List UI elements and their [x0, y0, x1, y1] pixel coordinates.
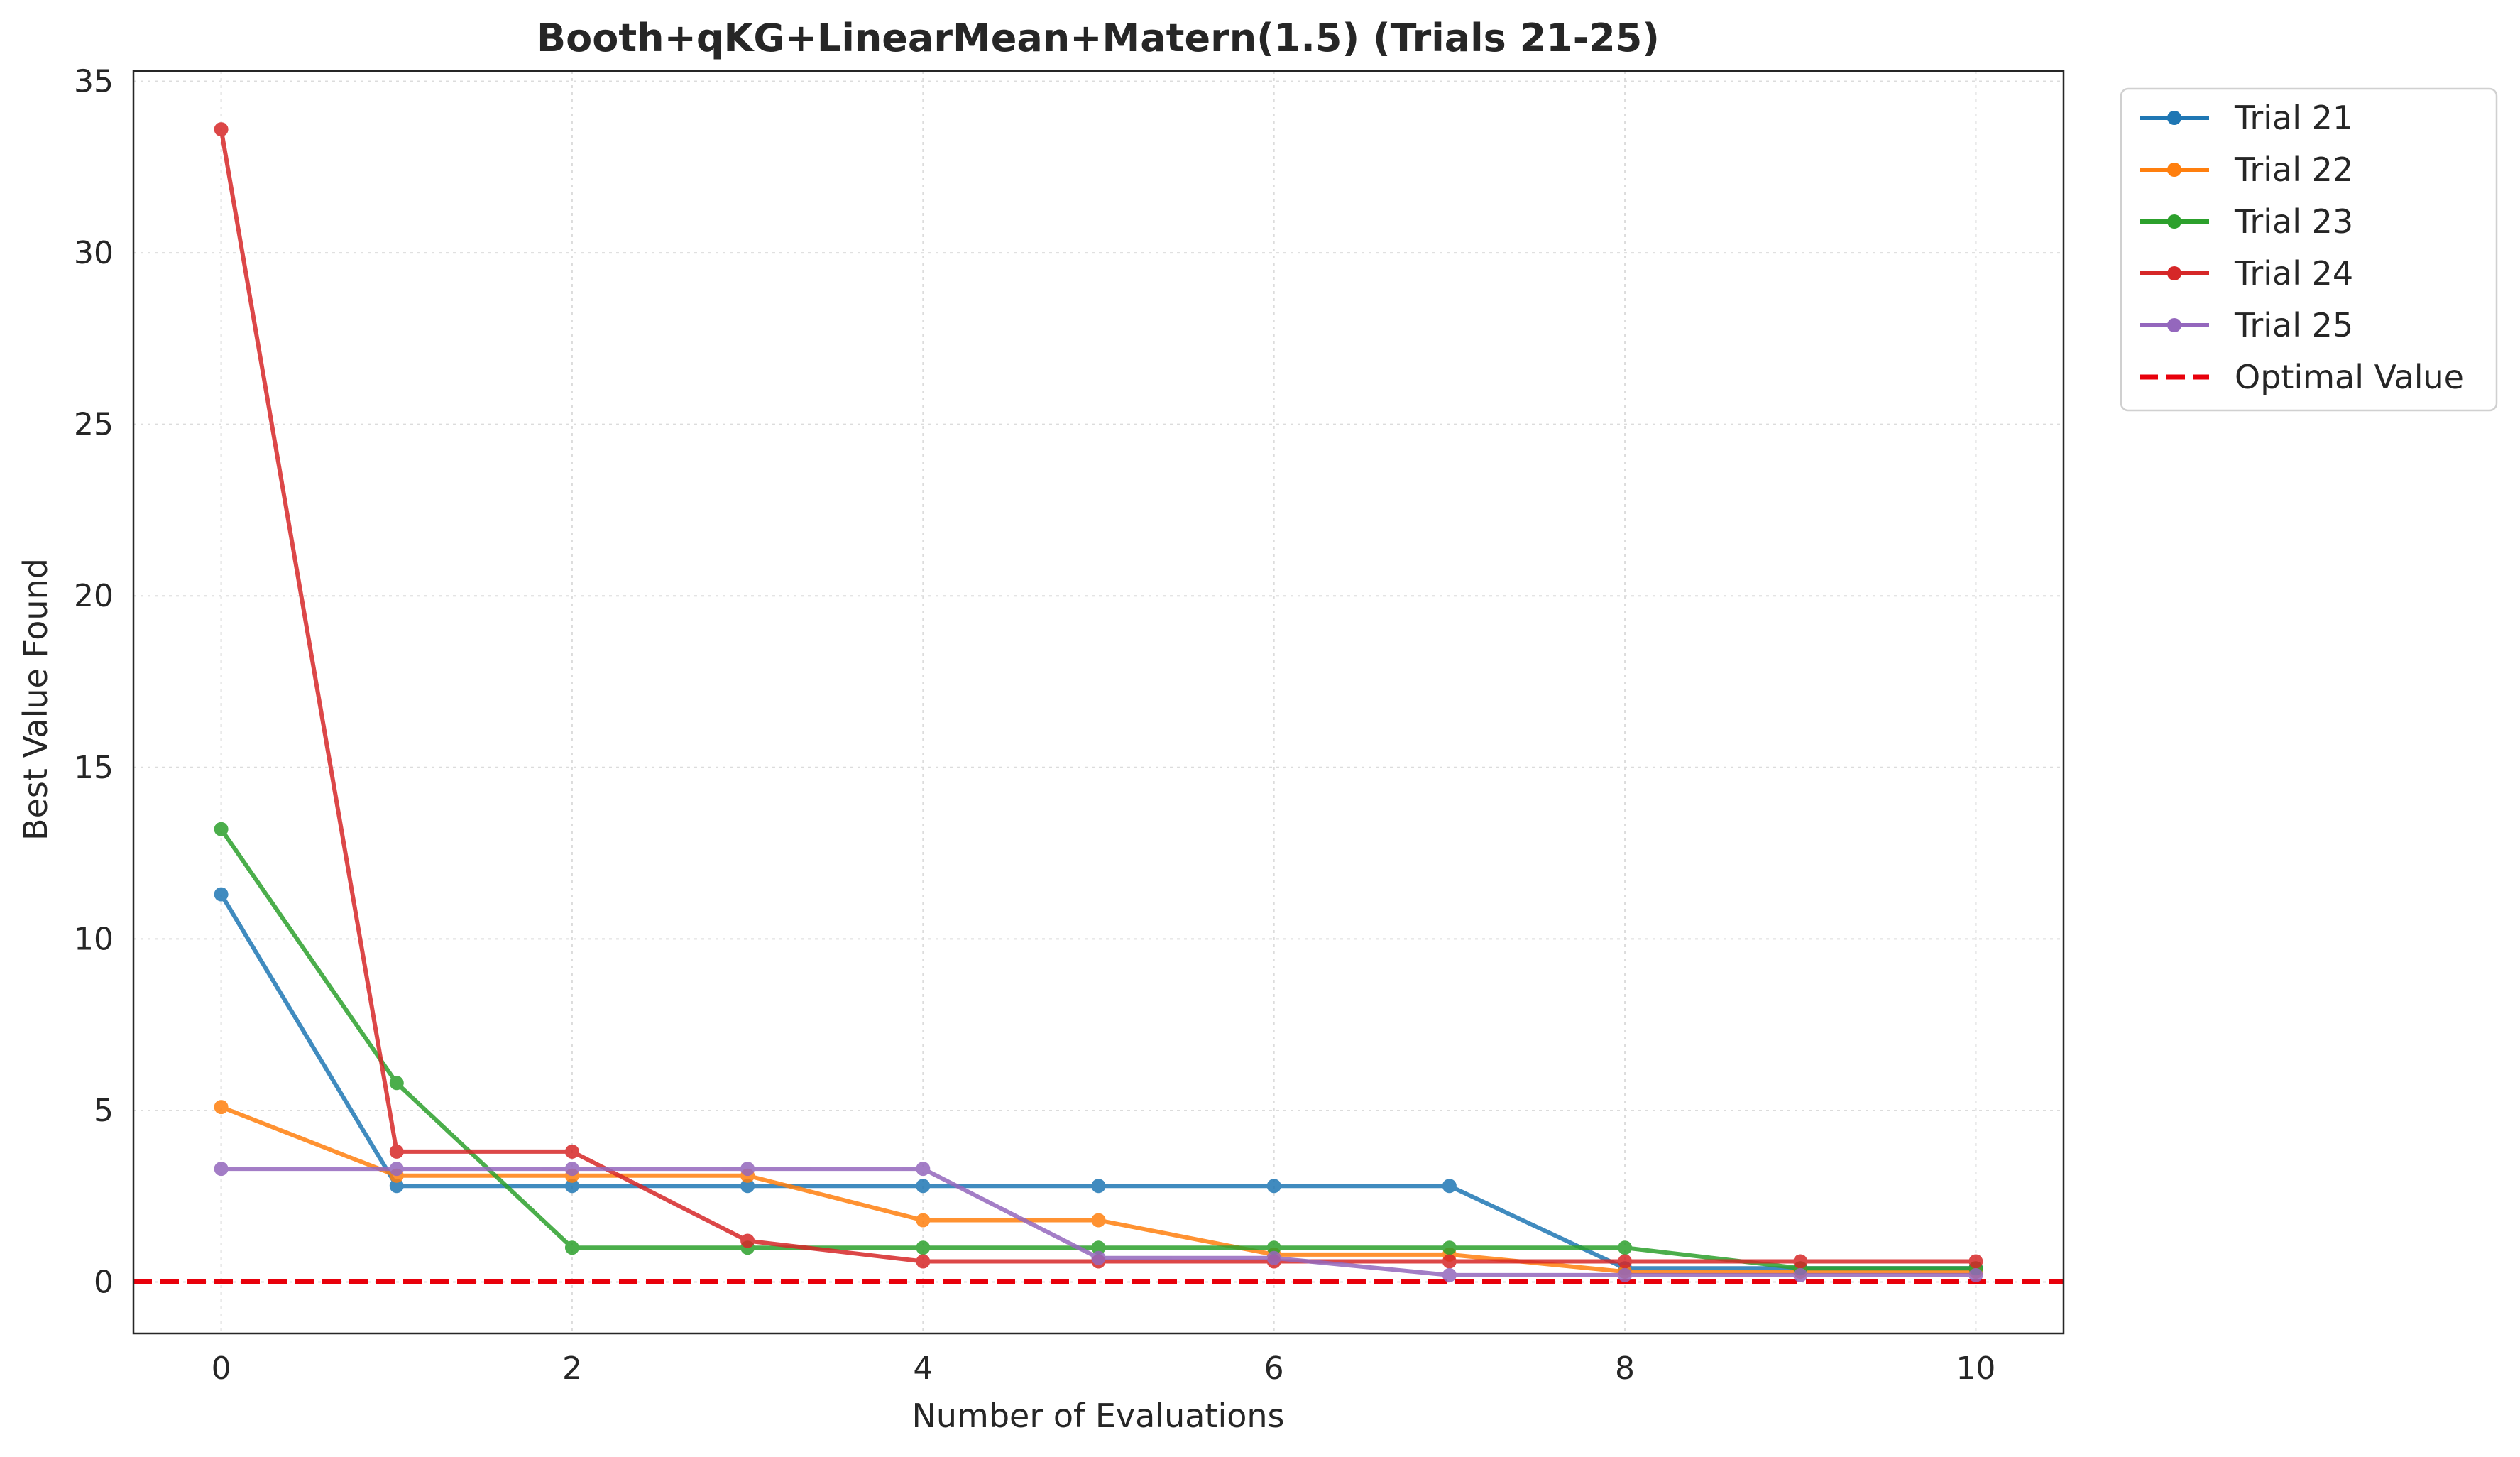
legend-marker — [2167, 163, 2181, 177]
data-point — [916, 1162, 931, 1177]
data-point — [214, 1100, 229, 1115]
y-tick-label: 30 — [74, 235, 114, 271]
data-point — [1442, 1254, 1457, 1269]
data-point — [564, 1162, 579, 1177]
data-point — [1266, 1179, 1281, 1194]
data-point — [214, 887, 229, 902]
legend-marker — [2167, 111, 2181, 125]
data-point — [1618, 1267, 1633, 1282]
legend-label: Optimal Value — [2235, 358, 2464, 396]
x-tick-label: 2 — [562, 1350, 582, 1387]
data-point — [564, 1240, 579, 1255]
y-tick-label: 20 — [74, 578, 114, 614]
y-axis-ticks: 0 5 10 15 20 25 30 35 — [74, 63, 114, 1300]
data-point — [1968, 1267, 1983, 1282]
legend-marker — [2167, 266, 2181, 280]
data-point — [740, 1233, 755, 1248]
x-tick-label: 6 — [1264, 1350, 1284, 1387]
series-trial-25 — [214, 1162, 1983, 1282]
x-tick-label: 10 — [1956, 1350, 1995, 1387]
x-tick-label: 4 — [913, 1350, 933, 1387]
plot-area-frame — [132, 70, 2065, 1335]
data-point — [1091, 1240, 1106, 1255]
data-point — [1091, 1179, 1106, 1194]
data-point — [564, 1144, 579, 1159]
data-point — [1968, 1254, 1983, 1269]
data-point — [1266, 1250, 1281, 1265]
y-tick-label: 15 — [74, 750, 114, 786]
x-tick-label: 8 — [1615, 1350, 1635, 1387]
data-point — [1442, 1240, 1457, 1255]
y-tick-label: 5 — [94, 1093, 114, 1129]
legend: Trial 21 Trial 22 Trial 23 Trial 24 Trial 25… — [2120, 87, 2498, 412]
x-axis-ticks: 0 2 4 6 8 10 — [212, 1350, 1996, 1387]
data-point — [214, 122, 229, 137]
data-point — [214, 822, 229, 836]
data-point — [389, 1179, 404, 1194]
legend-entry-trial-23: Trial 23 — [2140, 202, 2353, 241]
data-point — [1618, 1254, 1633, 1269]
legend-entry-optimal-value: Optimal Value — [2140, 358, 2464, 396]
legend-entry-trial-22: Trial 22 — [2140, 151, 2353, 189]
grid-lines — [133, 71, 2064, 1333]
data-point — [916, 1254, 931, 1269]
y-tick-label: 35 — [74, 63, 114, 99]
chart-title: Booth+qKG+LinearMean+Matern(1.5) (Trials… — [537, 16, 1660, 60]
legend-entry-trial-25: Trial 25 — [2140, 306, 2353, 344]
y-tick-label: 10 — [74, 921, 114, 957]
y-tick-label: 0 — [94, 1265, 114, 1301]
series-layer — [214, 122, 1983, 1282]
legend-label: Trial 21 — [2234, 99, 2353, 137]
legend-label: Trial 25 — [2234, 306, 2353, 344]
data-point — [916, 1179, 931, 1194]
data-point — [1618, 1240, 1633, 1255]
y-tick-label: 25 — [74, 407, 114, 443]
data-point — [564, 1179, 579, 1194]
legend-entry-trial-24: Trial 24 — [2140, 254, 2353, 293]
data-point — [740, 1179, 755, 1194]
legend-entry-trial-21: Trial 21 — [2140, 99, 2353, 137]
legend-marker — [2167, 214, 2181, 229]
legend-marker — [2167, 318, 2181, 332]
data-point — [916, 1240, 931, 1255]
data-point — [1091, 1213, 1106, 1228]
legend-label: Trial 22 — [2234, 151, 2353, 189]
y-axis-label: Best Value Found — [16, 558, 55, 841]
data-point — [1266, 1240, 1281, 1255]
data-point — [740, 1162, 755, 1177]
data-point — [389, 1162, 404, 1177]
data-point — [389, 1076, 404, 1091]
legend-box — [2120, 87, 2498, 412]
data-point — [1793, 1267, 1808, 1282]
x-tick-label: 0 — [212, 1350, 231, 1387]
data-point — [916, 1213, 931, 1228]
legend-label: Trial 24 — [2234, 254, 2353, 293]
legend-label: Trial 23 — [2234, 202, 2353, 241]
data-point — [214, 1162, 229, 1177]
data-point — [389, 1144, 404, 1159]
data-point — [1793, 1254, 1808, 1269]
data-point — [1442, 1179, 1457, 1194]
data-point — [1442, 1267, 1457, 1282]
x-axis-label: Number of Evaluations — [911, 1397, 1284, 1435]
data-point — [1091, 1250, 1106, 1265]
